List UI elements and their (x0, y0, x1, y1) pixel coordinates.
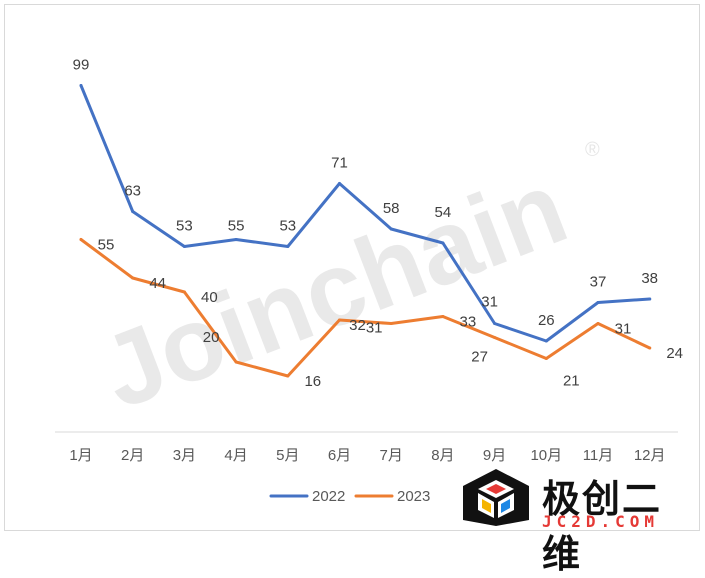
data-label-2023: 40 (201, 289, 218, 306)
cube-logo-icon (463, 469, 529, 526)
data-point-2022 (544, 339, 548, 343)
data-label-2023: 55 (98, 236, 115, 253)
legend: 2022 2023 (269, 488, 430, 505)
x-tick-label: 1月 (69, 447, 92, 464)
watermark-registered-mark: ® (585, 139, 600, 161)
data-label-2023: 31 (366, 319, 383, 336)
data-point-2023 (338, 318, 341, 322)
data-label-2022: 55 (228, 217, 245, 234)
x-axis-tick-labels: 1月 2月 3月 4月 5月 6月 7月 8月 9月 10月 11月 12月 (69, 447, 665, 464)
x-tick-label: 5月 (276, 447, 299, 464)
series-line-2022 (79, 84, 652, 343)
data-point-2022 (234, 238, 238, 241)
data-point-2023 (234, 360, 238, 364)
data-point-2023 (286, 374, 290, 378)
data-label-2022: 53 (176, 217, 193, 234)
data-point-2023 (596, 322, 600, 325)
data-label-2023: 16 (304, 373, 321, 390)
data-label-2022: 37 (590, 273, 607, 290)
data-label-2022: 99 (73, 56, 90, 73)
data-point-2023 (79, 238, 83, 241)
data-label-2023: 20 (203, 329, 220, 346)
data-label-2022: 54 (435, 204, 452, 221)
data-label-2023: 44 (149, 275, 166, 292)
data-point-2022 (441, 241, 445, 245)
data-label-2023: 27 (471, 348, 488, 365)
logo: 极创二维 JC2D.COM (456, 466, 696, 576)
x-tick-label: 2月 (121, 447, 144, 464)
x-tick-label: 12月 (634, 447, 666, 464)
data-label-2022: 63 (124, 182, 141, 199)
x-tick-label: 6月 (328, 447, 351, 464)
data-point-2023 (493, 336, 497, 339)
x-tick-label: 7月 (380, 447, 403, 464)
data-label-2023: 32 (349, 317, 366, 334)
line-chart: Joinchain ® 1月 2月 3月 4月 5月 6月 7月 8月 9月 10月 11月 12月 … (55, 56, 683, 505)
data-label-2023: 31 (615, 320, 632, 337)
data-label-2023: 24 (666, 345, 683, 362)
x-tick-label: 9月 (483, 447, 506, 464)
data-point-2023 (389, 322, 393, 325)
data-point-2023 (182, 290, 186, 294)
logo-domain: JC2D.COM (542, 512, 660, 531)
data-label-2022: 53 (279, 217, 296, 234)
data-point-2022 (338, 182, 341, 185)
x-tick-label: 8月 (431, 447, 454, 464)
series-line-2023 (79, 238, 652, 378)
data-point-2023 (441, 315, 445, 318)
data-point-2022 (182, 245, 186, 248)
data-label-2022: 38 (641, 270, 658, 287)
data-point-2022 (79, 84, 83, 87)
data-point-2022 (286, 245, 290, 248)
x-tick-label: 11月 (583, 447, 614, 464)
data-point-2023 (131, 276, 135, 280)
data-label-2023: 33 (460, 313, 477, 330)
data-label-2023: 21 (563, 372, 580, 389)
data-label-2022: 26 (538, 312, 555, 329)
data-point-2022 (493, 322, 497, 325)
data-point-2022 (389, 227, 393, 231)
x-tick-label: 10月 (530, 447, 562, 464)
legend-label-2022: 2022 (312, 488, 345, 505)
data-point-2023 (544, 357, 548, 360)
x-tick-label: 3月 (173, 447, 196, 464)
data-point-2022 (596, 301, 600, 304)
data-label-2022: 58 (383, 200, 400, 217)
data-point-2023 (648, 346, 652, 350)
legend-label-2023: 2023 (397, 488, 430, 505)
series-lines (79, 84, 652, 378)
data-point-2022 (648, 297, 652, 301)
data-label-2022: 31 (481, 293, 498, 310)
data-point-2022 (131, 210, 135, 213)
data-label-2022: 71 (331, 154, 348, 171)
x-tick-label: 4月 (224, 447, 247, 464)
